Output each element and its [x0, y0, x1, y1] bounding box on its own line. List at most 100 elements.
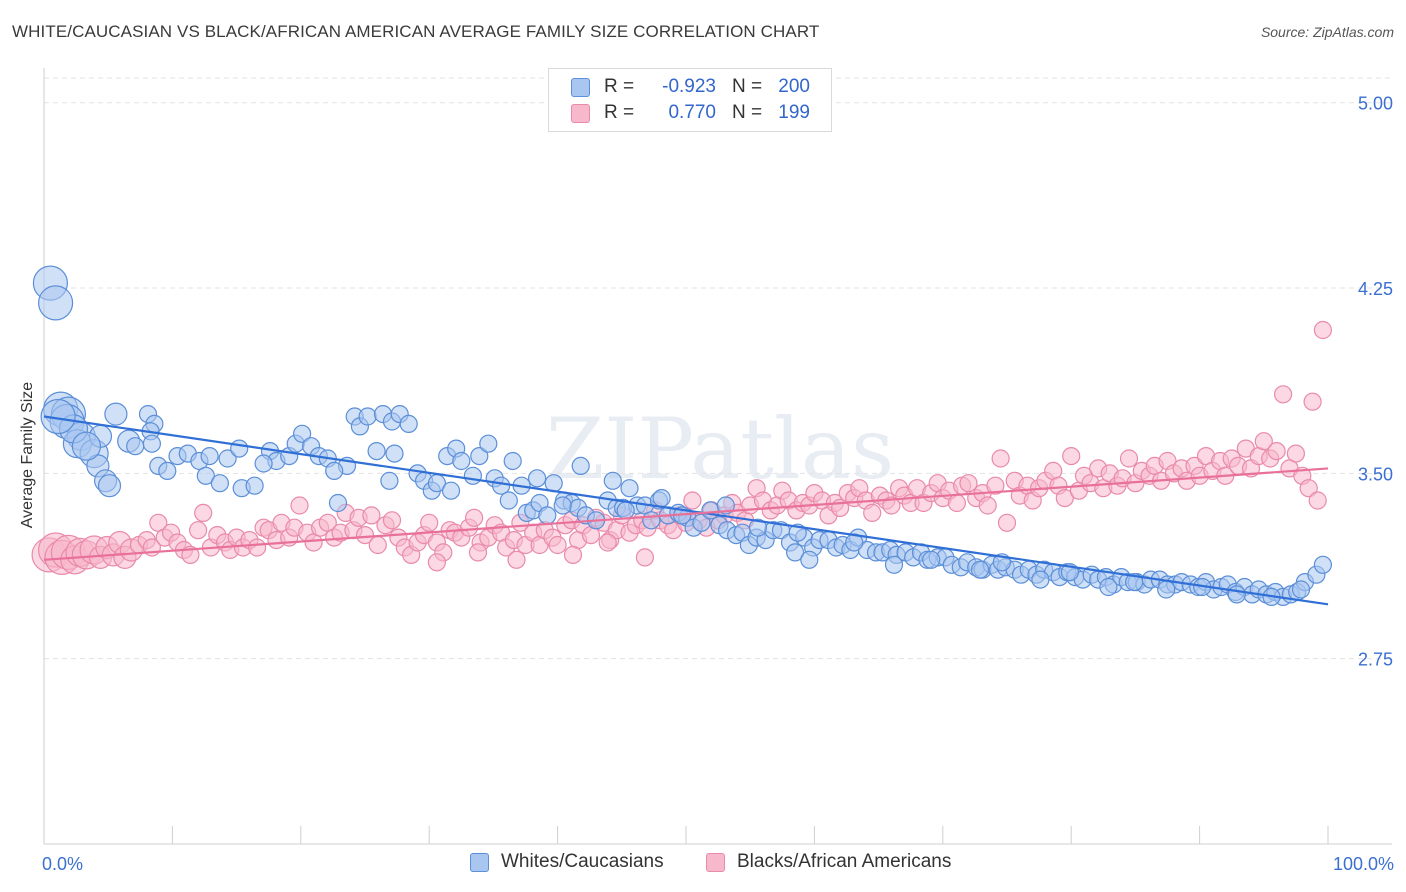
blacks-point-204 — [468, 543, 488, 562]
blacks-point-51 — [368, 535, 387, 555]
whites-point-77 — [642, 511, 661, 530]
legend-item-blacks[interactable]: Blacks/African Americans — [706, 851, 951, 873]
whites-point-171 — [970, 560, 990, 579]
whites-point-166 — [603, 471, 622, 490]
correlation-legend: R = -0.923 N = 200 R = 0.770 N = 199 — [548, 68, 832, 132]
whites-point-177 — [748, 518, 768, 537]
x-tick-label-start: 0.0% — [42, 854, 83, 874]
whites-point-193 — [922, 550, 941, 569]
n-value: 199 — [778, 102, 810, 123]
legend-swatch-blue — [470, 852, 489, 872]
whites-point-185 — [254, 454, 273, 473]
n-label: N = — [732, 102, 763, 123]
blacks-point-168 — [1119, 449, 1139, 468]
whites-point-84 — [701, 501, 720, 520]
blacks-point-39 — [290, 496, 309, 515]
whites-point-27 — [245, 476, 264, 495]
whites-point-11 — [97, 474, 122, 498]
whites-point-165 — [571, 456, 590, 475]
whites-point-192 — [800, 550, 819, 569]
watermark: ZIPatlas — [546, 400, 894, 498]
whites-point-40 — [358, 407, 377, 426]
blacks-point-191 — [1267, 442, 1286, 461]
blacks-point-23 — [189, 521, 208, 540]
blacks-point-128 — [863, 503, 882, 523]
blacks-point-149 — [997, 513, 1017, 532]
trend-lines — [43, 415, 1329, 606]
blacks-point-200 — [635, 548, 655, 567]
whites-point-191 — [71, 431, 102, 461]
n-value: 200 — [778, 76, 810, 97]
legend-label-whites: Whites/Caucasians — [501, 851, 664, 872]
whites-point-32 — [293, 424, 312, 443]
whites-point-170 — [884, 555, 904, 574]
whites-point-175 — [1227, 585, 1246, 604]
blacks-point-205 — [427, 553, 446, 572]
whites-point-164 — [527, 469, 547, 488]
whites-point-55 — [470, 447, 489, 466]
whites-point-9 — [104, 402, 128, 426]
whites-point-182 — [441, 481, 461, 500]
whites-point-184 — [325, 461, 344, 480]
whites-point-36 — [328, 493, 348, 513]
whites-point-183 — [380, 471, 399, 490]
blacks-point-141 — [947, 493, 967, 513]
y-tick-label-3: 5.00 — [1358, 94, 1393, 114]
blacks-point-24 — [194, 503, 213, 523]
trend-line-whites — [43, 415, 1329, 606]
r-label: R = — [604, 102, 635, 123]
whites-point-74 — [620, 479, 639, 498]
whites-point-181 — [499, 491, 518, 510]
blacks-point-59 — [420, 513, 439, 532]
legend-row-blacks: R = 0.770 N = 199 — [571, 101, 810, 125]
blacks-point-199 — [1313, 320, 1333, 340]
whites-point-46 — [399, 414, 418, 433]
whites-point-174 — [1157, 580, 1176, 599]
blacks-point-159 — [1062, 447, 1081, 466]
whites-point-56 — [479, 434, 498, 453]
blacks-point-202 — [563, 545, 583, 565]
whites-point-173 — [1099, 577, 1118, 597]
blacks-point-197 — [1303, 392, 1322, 411]
blacks-point-194 — [1286, 444, 1306, 463]
tick-labels: 2.75 3.50 4.25 5.00 0.0% 100.0% — [42, 94, 1394, 874]
x-tick-label-end: 100.0% — [1333, 854, 1394, 874]
blacks-point-143 — [959, 474, 978, 493]
blacks-point-79 — [548, 535, 567, 555]
source-label: Source: ZipAtlas.com — [1260, 24, 1394, 40]
blacks-point-158 — [1055, 489, 1074, 508]
blacks-point-100 — [683, 491, 702, 510]
blacks-point-201 — [598, 533, 617, 552]
whites-point-190 — [40, 398, 76, 435]
legend-item-whites[interactable]: Whites/Caucasians — [470, 851, 664, 873]
blacks-point-196 — [1299, 479, 1318, 498]
whites-point-83 — [692, 513, 711, 532]
whites-point-172 — [1031, 570, 1050, 589]
whites-point-168 — [716, 496, 735, 515]
whites-point-180 — [553, 496, 572, 515]
whites-point-41 — [367, 442, 386, 461]
legend-row-whites: R = -0.923 N = 200 — [571, 75, 810, 99]
blacks-point-53 — [382, 511, 402, 530]
whites-point-18 — [158, 461, 177, 480]
blacks-point-189 — [1254, 432, 1273, 451]
whites-point-53 — [452, 451, 471, 471]
whites-point-44 — [385, 444, 404, 463]
series-legend: Whites/Caucasians Blacks/African America… — [0, 851, 1406, 877]
r-value: -0.923 — [662, 76, 716, 97]
blacks-point-148 — [991, 449, 1010, 468]
whites-point-196 — [1124, 572, 1144, 592]
whites-point-95 — [785, 543, 805, 562]
whites-point-187 — [142, 434, 161, 453]
y-tick-label-2: 4.25 — [1358, 279, 1393, 299]
axes — [43, 68, 1392, 845]
whites-point-167 — [652, 489, 671, 508]
whites-point-13 — [126, 437, 145, 456]
blacks-point-146 — [978, 496, 997, 515]
whites-point-163 — [1313, 555, 1333, 574]
chart-title: WHITE/CAUCASIAN VS BLACK/AFRICAN AMERICA… — [12, 22, 820, 41]
trend-line-blacks — [43, 467, 1329, 561]
whites-point-1 — [37, 285, 74, 321]
blacks-point-66 — [465, 508, 484, 527]
